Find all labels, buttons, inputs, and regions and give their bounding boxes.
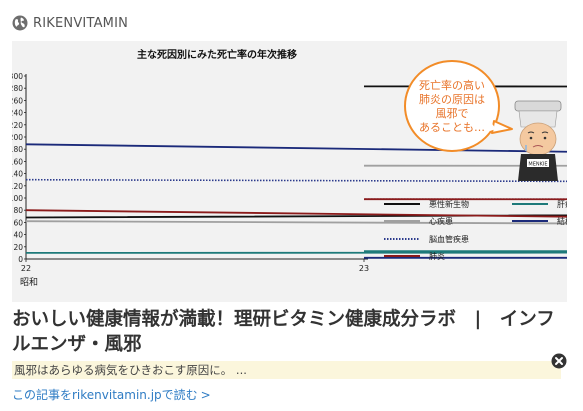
y-tick-label: 160 [12, 157, 23, 166]
article-title[interactable]: おいしい健康情報が満載！理研ビタミン健康成分ラボ | インフルエンザ・風邪 [12, 309, 555, 355]
y-tick-label: 20 [13, 243, 23, 252]
chart-title: 主な死因別にみた死亡率の年次推移 [137, 48, 297, 61]
legend-label: 悪性新生物 [429, 199, 469, 209]
x-tick-label: 23 [359, 264, 369, 273]
y-tick-label: 240 [12, 109, 23, 118]
chart-axes: 0 20 40 60 80 100 120 140 160 180 200 220 240 260 280 3… [12, 72, 369, 288]
legend-label: 心疾患 [429, 216, 453, 226]
article-image[interactable]: 主な死因別にみた死亡率の年次推移 0 20 40 60 80 100 120 140 160 18… [12, 41, 567, 302]
y-tick-label: 220 [12, 121, 23, 130]
mortality-chart: 主な死因別にみた死亡率の年次推移 0 20 40 60 80 100 120 140 160 18… [12, 48, 567, 288]
x-era-label-showa: 昭和 [20, 277, 38, 288]
legend-label: 結核 [557, 216, 567, 226]
y-tick-label: 200 [12, 133, 23, 142]
legend-label: 脳血管疾患 [429, 234, 469, 244]
globe-icon [12, 15, 28, 31]
bubble-line: 肺炎の原因は [419, 93, 485, 106]
bubble-line: 死亡率の高い [419, 78, 485, 92]
y-tick-label: 80 [13, 206, 23, 215]
y-tick-label: 280 [12, 84, 23, 93]
speech-bubble: 死亡率の高い 肺炎の原因は 風邪で あることも… [404, 60, 513, 152]
mascot-illustration: MENKIE [514, 100, 562, 181]
series-line [25, 178, 567, 201]
bubble-line: 風邪で [436, 107, 469, 120]
article-description: 風邪はあらゆる病気をひきおこす原因に。 ... [12, 361, 561, 379]
y-tick-label: 300 [12, 72, 23, 81]
legend-label: 肝疾患 [557, 199, 567, 209]
legend-label: 肺炎 [429, 252, 445, 261]
y-tick-label: 180 [12, 145, 23, 154]
y-tick-label: 100 [12, 194, 23, 203]
y-tick-label: 0 [18, 255, 23, 264]
y-tick-label: 260 [12, 96, 23, 105]
read-more-label: この記事をrikenvitamin.jpで読む [12, 388, 198, 402]
series-line [25, 143, 567, 259]
y-tick-label: 40 [13, 231, 23, 240]
series-line [25, 250, 567, 254]
mascot-badge: MENKIE [528, 162, 547, 168]
y-tick-label: 120 [12, 182, 23, 191]
source-name[interactable]: RIKENVITAMIN [33, 15, 129, 31]
read-more-link[interactable]: この記事をrikenvitamin.jpで読む > [12, 386, 211, 403]
y-tick-label: 140 [12, 170, 23, 179]
close-icon[interactable] [551, 353, 567, 369]
bubble-line: あることも… [419, 121, 485, 134]
y-tick-label: 60 [13, 218, 23, 227]
source-header: RIKENVITAMIN [12, 12, 128, 34]
x-tick-label: 22 [21, 264, 31, 273]
read-more-arrow: > [200, 388, 211, 402]
